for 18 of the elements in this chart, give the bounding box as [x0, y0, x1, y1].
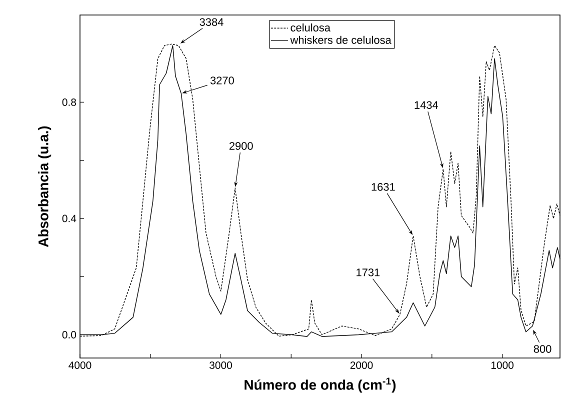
x-tick-label: 4000	[68, 362, 92, 369]
legend-label: celulosa	[290, 23, 330, 32]
x-tick-label: 2000	[350, 362, 373, 369]
annotation: 1631	[372, 183, 395, 191]
annotation: 2900	[229, 142, 253, 150]
x-axis-title: Número de onda (cm$^{-1}$)	[244, 378, 396, 393]
annotation: 3384	[200, 18, 224, 26]
annotation: 800	[534, 345, 552, 353]
x-tick-label: 3000	[210, 362, 232, 369]
annotation: 1731	[356, 268, 380, 276]
x-tick-label: 1000	[491, 362, 514, 369]
y-axis-title: Absorbancia (u.a.)	[38, 126, 52, 247]
y-tick-label: 0.8	[62, 98, 76, 106]
y-tick-label: 0.0	[62, 331, 76, 338]
annotation: 3270	[210, 76, 234, 84]
y-tick-label: 0.4	[62, 214, 76, 222]
annotation: 1434	[414, 101, 438, 109]
legend-label: whiskers de celulosa	[290, 36, 392, 44]
